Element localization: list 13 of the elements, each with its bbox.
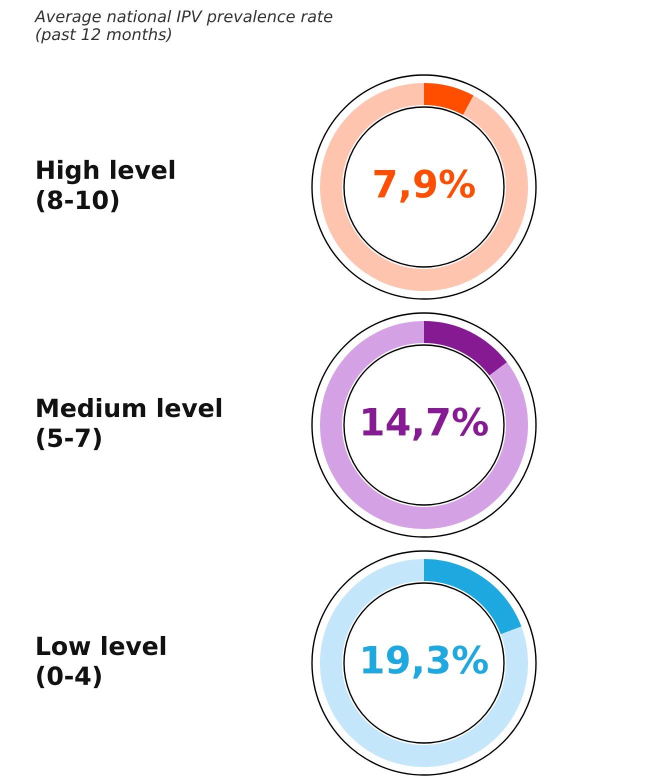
donut-slice — [424, 321, 507, 376]
donut-slice — [424, 559, 522, 634]
donut-slice — [320, 559, 528, 767]
donut-slice — [320, 321, 528, 529]
text: High level (8-10) — [37, 160, 174, 212]
text: Medium level (5-7) — [37, 398, 222, 450]
data-label: 19,3% — [363, 646, 488, 679]
text: Average national IPV prevalence rate (past 12 months) — [34, 10, 332, 44]
data-label: 7,9% — [374, 170, 475, 203]
data-label: 14,7% — [363, 408, 488, 441]
donut-slice — [320, 83, 528, 291]
donut-slice — [424, 83, 474, 115]
text: Low level (0-4) — [37, 636, 166, 688]
